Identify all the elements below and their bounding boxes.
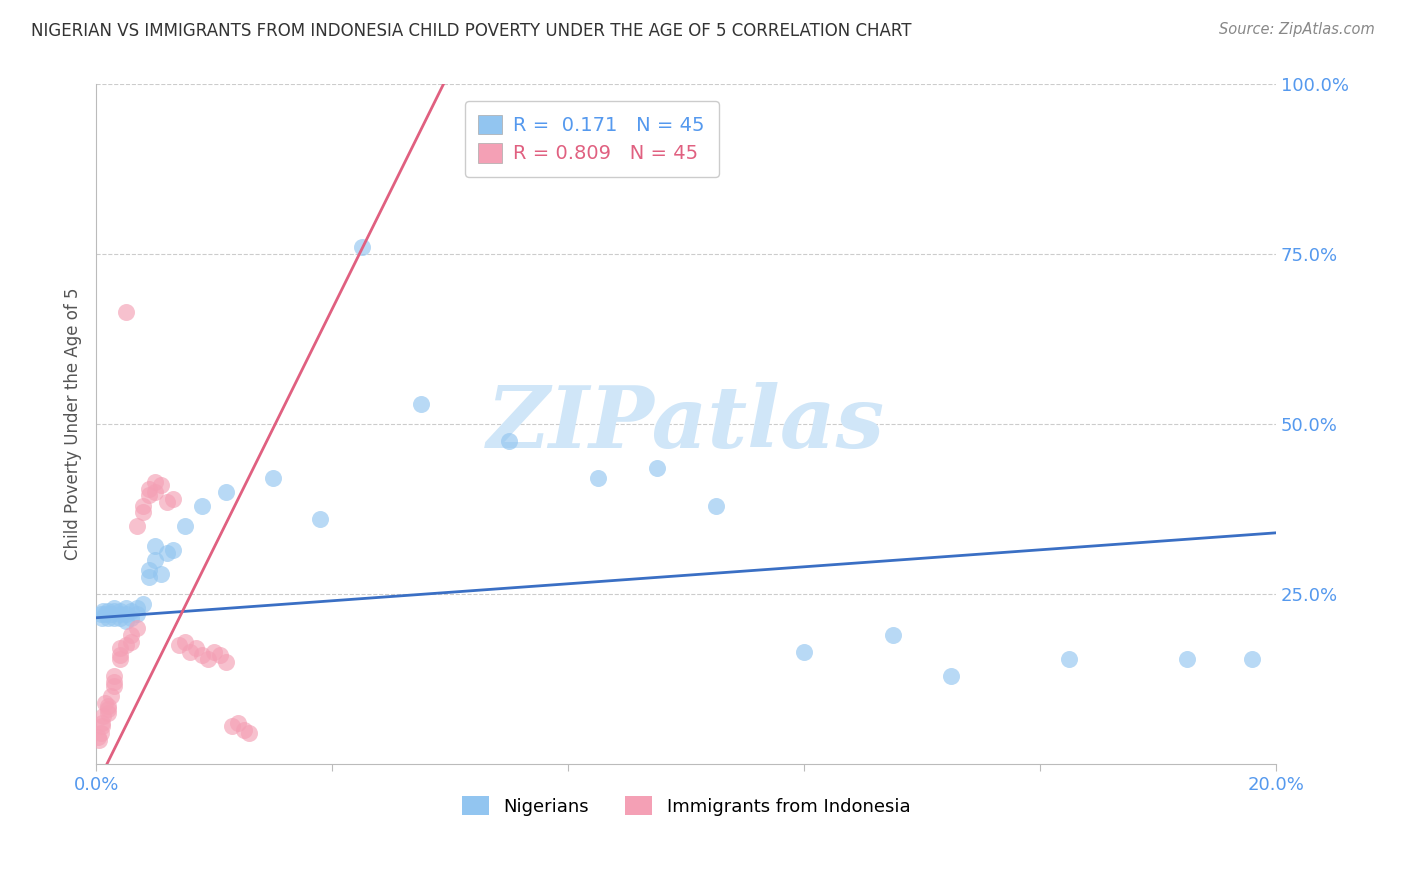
Point [91,709,114,723]
Point [114,600,136,615]
Point [97,702,120,716]
Point [350,240,373,254]
Point [309,512,332,526]
Point [97,706,120,720]
Point [179,645,201,659]
Point [87,733,110,747]
Point [132,597,155,611]
Point [121,604,143,618]
Point [121,628,143,642]
Point [108,607,131,622]
Point [226,716,249,731]
Point [941,668,963,682]
Point [1177,651,1199,665]
Point [173,634,195,648]
Point [97,604,120,618]
Y-axis label: Child Poverty Under the Age of 5: Child Poverty Under the Age of 5 [65,288,82,560]
Point [87,730,110,744]
Point [94,696,117,710]
Point [191,648,214,662]
Point [409,397,432,411]
Point [91,611,114,625]
Point [121,611,143,625]
Point [498,434,520,449]
Point [162,491,184,506]
Point [173,519,195,533]
Point [232,723,254,737]
Point [103,668,125,682]
Point [191,499,214,513]
Point [793,645,815,659]
Point [208,648,231,662]
Point [132,505,155,519]
Point [138,563,160,577]
Point [100,689,122,703]
Point [586,471,609,485]
Point [108,604,131,618]
Text: NIGERIAN VS IMMIGRANTS FROM INDONESIA CHILD POVERTY UNDER THE AGE OF 5 CORRELATI: NIGERIAN VS IMMIGRANTS FROM INDONESIA CH… [31,22,911,40]
Point [90,726,112,740]
Point [215,655,238,669]
Point [238,726,260,740]
Point [215,485,238,500]
Point [127,607,149,622]
Point [143,540,166,554]
Point [97,699,120,714]
Point [143,475,166,489]
Point [138,482,160,496]
Point [108,641,131,656]
Point [114,638,136,652]
Point [114,305,136,319]
Point [127,621,149,635]
Point [143,553,166,567]
Point [882,628,904,642]
Point [162,542,184,557]
Point [150,566,173,581]
Point [97,611,120,625]
Point [1059,651,1081,665]
Point [90,607,112,622]
Point [143,485,166,500]
Point [108,651,131,665]
Point [108,611,131,625]
Point [114,614,136,628]
Point [91,716,114,731]
Point [1241,651,1264,665]
Point [138,488,160,502]
Point [132,499,155,513]
Point [645,461,668,475]
Legend: Nigerians, Immigrants from Indonesia: Nigerians, Immigrants from Indonesia [454,789,918,822]
Point [150,478,173,492]
Point [262,471,284,485]
Point [91,719,114,733]
Point [121,634,143,648]
Point [108,648,131,662]
Point [138,570,160,584]
Point [186,641,208,656]
Point [156,546,179,560]
Point [202,645,225,659]
Point [127,519,149,533]
Point [103,679,125,693]
Point [127,600,149,615]
Point [100,607,122,622]
Point [91,604,114,618]
Text: ZIPatlas: ZIPatlas [486,383,886,466]
Point [103,611,125,625]
Point [94,607,117,622]
Text: Source: ZipAtlas.com: Source: ZipAtlas.com [1219,22,1375,37]
Point [704,499,727,513]
Point [103,600,125,615]
Point [197,651,219,665]
Point [221,719,243,733]
Point [156,495,179,509]
Point [167,638,190,652]
Point [114,607,136,622]
Point [103,675,125,690]
Point [103,604,125,618]
